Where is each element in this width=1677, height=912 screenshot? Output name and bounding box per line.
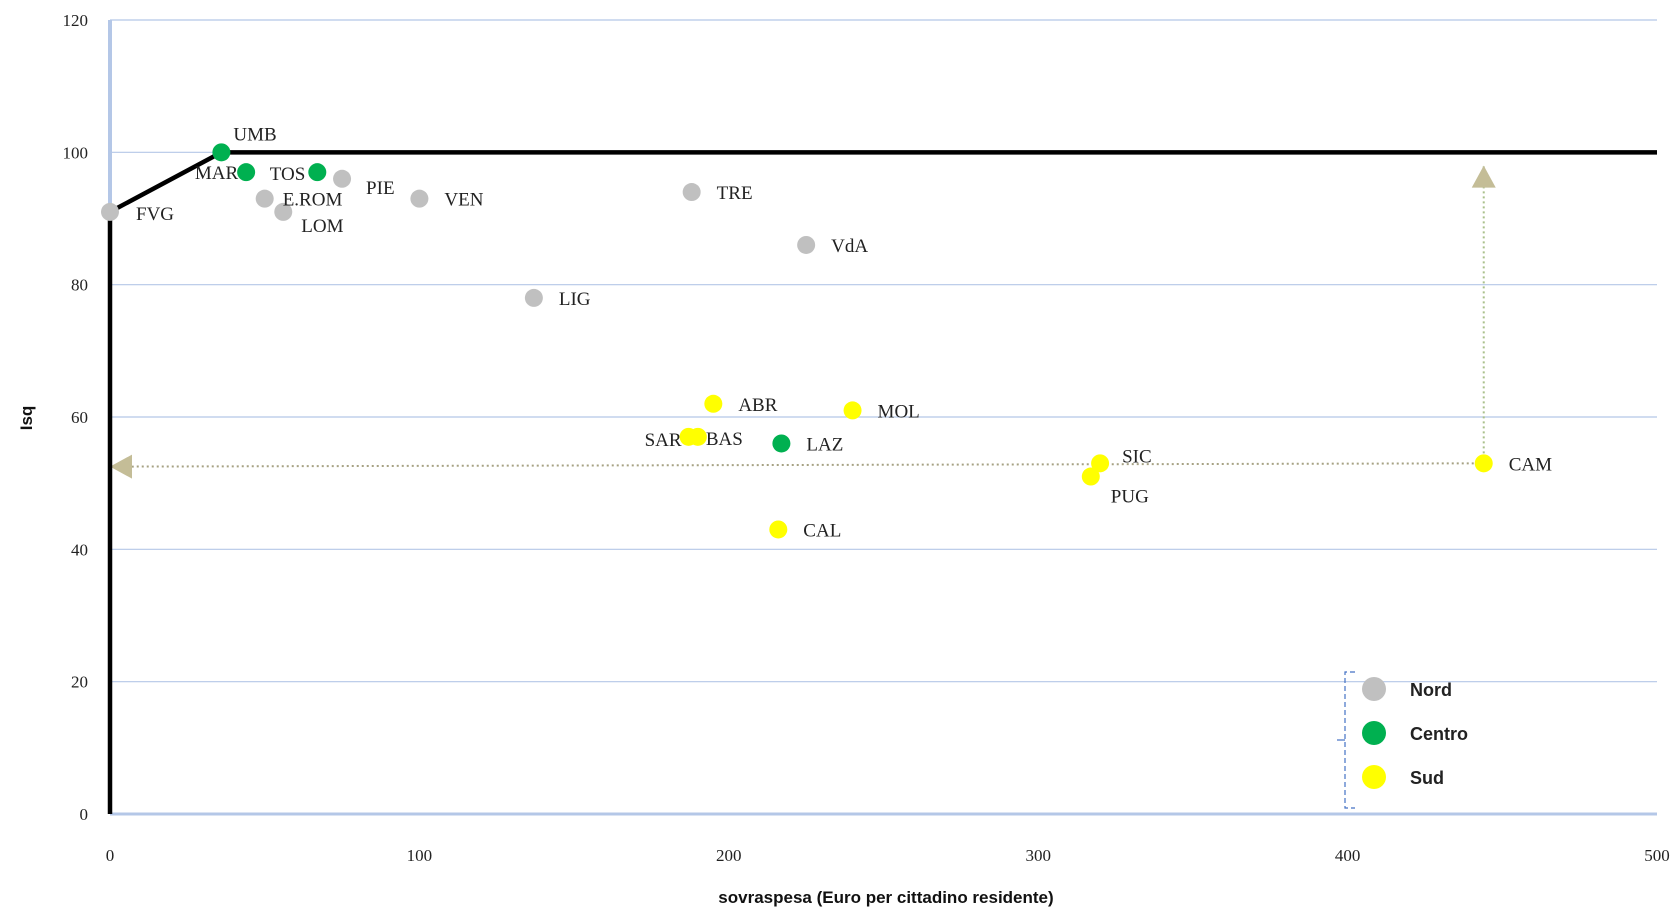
x-tick-label: 400: [1335, 846, 1361, 865]
x-axis-title: sovraspesa (Euro per cittadino residente…: [718, 888, 1053, 907]
x-tick-label: 300: [1025, 846, 1051, 865]
point-label: FVG: [136, 204, 174, 225]
legend-marker-sud: [1362, 765, 1386, 789]
y-tick-label: 40: [71, 540, 88, 559]
legend-marker-nord: [1362, 677, 1386, 701]
data-points: [101, 143, 1493, 539]
data-point-cal: [769, 520, 788, 539]
y-tick-label: 120: [63, 11, 89, 30]
legend-label-centro: Centro: [1410, 724, 1468, 744]
y-tick-label: 80: [71, 276, 88, 295]
frontier-line: [107, 150, 1657, 814]
data-point-pie: [333, 169, 352, 188]
y-tick-label: 60: [71, 408, 88, 427]
point-label: PUG: [1111, 487, 1149, 508]
data-point-e-rom: [255, 189, 274, 208]
point-label: TOS: [270, 164, 306, 185]
point-label: LIG: [559, 289, 591, 310]
data-point-fvg: [101, 202, 119, 221]
point-label: LOM: [301, 216, 343, 237]
y-tick-label: 20: [71, 673, 88, 692]
y-tick-label: 100: [63, 143, 89, 162]
frontier-polyline: [107, 150, 1657, 814]
data-point-cam: [1474, 454, 1493, 473]
data-point-umb: [212, 143, 231, 162]
arrow-head: [1471, 165, 1496, 188]
point-label: VdA: [831, 236, 868, 257]
x-tick-label: 0: [106, 846, 115, 865]
x-tick-label: 500: [1644, 846, 1670, 865]
data-point-bas: [688, 427, 707, 446]
point-label: BAS: [706, 429, 743, 450]
legend-label-nord: Nord: [1410, 680, 1452, 700]
data-point-pug: [1081, 467, 1100, 486]
data-point-mar: [237, 163, 256, 182]
point-label: CAM: [1509, 454, 1552, 475]
point-label: SIC: [1122, 446, 1152, 467]
point-label: E.ROM: [283, 190, 343, 211]
legend-label-sud: Sud: [1410, 768, 1444, 788]
point-label: MAR: [195, 163, 239, 184]
legend-marker-centro: [1362, 721, 1386, 745]
arrow-head: [110, 454, 132, 479]
point-labels: FVG UMB MAR TOS PIE E.ROM LOM VEN TRE VdA LIG ABR MO…: [136, 124, 1552, 541]
point-label: TRE: [717, 183, 753, 204]
data-point-lig: [524, 288, 543, 307]
point-label: ABR: [738, 395, 777, 416]
data-point-lom: [274, 202, 293, 221]
data-point-laz: [772, 434, 791, 453]
point-label: MOL: [878, 401, 920, 422]
data-point-sic: [1091, 454, 1110, 473]
point-label: UMB: [233, 124, 276, 145]
data-point-tos: [308, 163, 327, 182]
x-tick-label: 100: [407, 846, 433, 865]
legend: Nord Centro Sud: [1337, 671, 1468, 809]
axes: 0 20 40 60 80 100 120 0 100 200 300 400 500: [63, 11, 1670, 865]
dotted-arrow-line: [109, 462, 1484, 468]
point-label: CAL: [803, 520, 841, 541]
x-tick-label: 200: [716, 846, 742, 865]
point-label: SAR: [645, 430, 682, 451]
data-point-mol: [843, 401, 862, 420]
data-point-vda: [797, 235, 816, 254]
data-point-ven: [410, 189, 429, 208]
y-axis-title: Isq: [17, 406, 36, 431]
data-point-abr: [704, 394, 723, 413]
point-label: PIE: [366, 178, 395, 199]
annotations: [109, 165, 1496, 479]
point-label: VEN: [444, 190, 483, 211]
point-label: LAZ: [806, 434, 843, 455]
legend-bracket: [1344, 671, 1355, 809]
data-point-tre: [682, 183, 701, 202]
y-tick-label: 0: [80, 805, 89, 824]
